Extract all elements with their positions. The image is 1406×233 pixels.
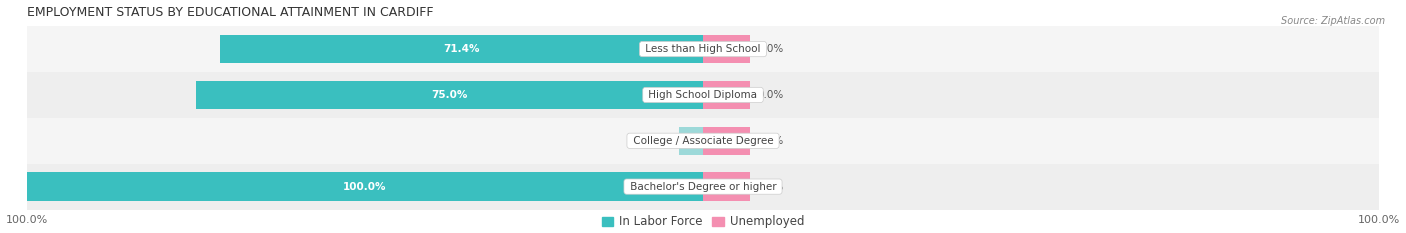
- Text: 0.0%: 0.0%: [756, 136, 783, 146]
- Text: 0.0%: 0.0%: [756, 44, 783, 54]
- Bar: [703, 172, 751, 201]
- Bar: [27, 164, 1379, 209]
- Bar: [27, 172, 703, 201]
- Bar: [27, 26, 1379, 72]
- Bar: [703, 35, 751, 63]
- Bar: [221, 35, 703, 63]
- Bar: [27, 72, 1379, 118]
- Bar: [27, 118, 1379, 164]
- Text: 100.0%: 100.0%: [343, 182, 387, 192]
- Text: EMPLOYMENT STATUS BY EDUCATIONAL ATTAINMENT IN CARDIFF: EMPLOYMENT STATUS BY EDUCATIONAL ATTAINM…: [27, 6, 433, 19]
- Legend: In Labor Force, Unemployed: In Labor Force, Unemployed: [602, 216, 804, 229]
- Text: Bachelor's Degree or higher: Bachelor's Degree or higher: [627, 182, 779, 192]
- Bar: [703, 81, 751, 109]
- Bar: [679, 127, 703, 155]
- Text: Source: ZipAtlas.com: Source: ZipAtlas.com: [1281, 16, 1385, 26]
- Text: College / Associate Degree: College / Associate Degree: [630, 136, 776, 146]
- Text: High School Diploma: High School Diploma: [645, 90, 761, 100]
- Text: Less than High School: Less than High School: [643, 44, 763, 54]
- Text: 0.0%: 0.0%: [650, 136, 676, 146]
- Text: 0.0%: 0.0%: [756, 182, 783, 192]
- Text: 75.0%: 75.0%: [432, 90, 468, 100]
- Text: 71.4%: 71.4%: [443, 44, 479, 54]
- Bar: [195, 81, 703, 109]
- Text: 0.0%: 0.0%: [756, 90, 783, 100]
- Bar: [703, 127, 751, 155]
